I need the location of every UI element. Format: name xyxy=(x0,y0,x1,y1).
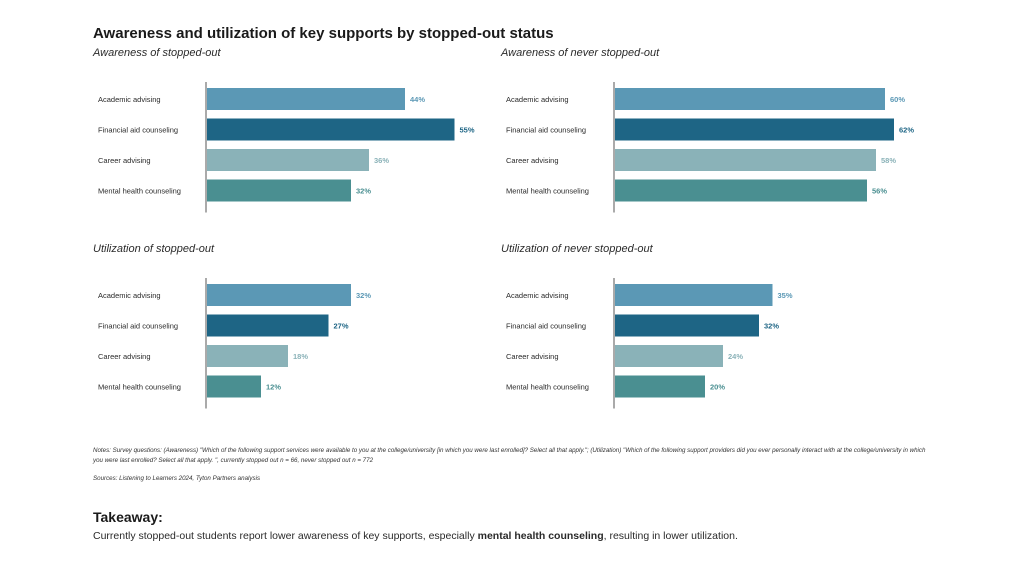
value-label: 62% xyxy=(899,126,914,135)
takeaway-text-before: Currently stopped-out students report lo… xyxy=(93,530,478,542)
category-label: Financial aid counseling xyxy=(506,322,586,331)
bar xyxy=(207,88,405,110)
bar xyxy=(207,118,455,141)
category-label: Career advising xyxy=(506,352,559,361)
value-label: 18% xyxy=(293,352,308,361)
value-label: 44% xyxy=(410,95,425,104)
chart-subtitle: Awareness of never stopped-out xyxy=(501,47,660,59)
value-label: 12% xyxy=(266,383,281,392)
category-label: Academic advising xyxy=(98,95,161,104)
bar xyxy=(615,314,759,337)
bar xyxy=(615,284,773,306)
value-label: 56% xyxy=(872,187,887,196)
page-title: Awareness and utilization of key support… xyxy=(93,25,554,42)
bar-chart-svg: Academic advising 35% Financial aid counse… xyxy=(506,278,793,409)
bar xyxy=(207,375,261,398)
survey-notes: Notes: Survey questions: (Awareness) "Wh… xyxy=(93,447,926,464)
chart-panel-utilization-stopped-out: Utilization of stopped-out Academic advi… xyxy=(93,243,513,433)
bar xyxy=(615,375,705,398)
bar xyxy=(615,179,867,202)
category-label: Career advising xyxy=(506,156,559,165)
category-label: Mental health counseling xyxy=(506,383,589,392)
value-label: 35% xyxy=(778,291,793,300)
value-label: 32% xyxy=(356,291,371,300)
category-label: Mental health counseling xyxy=(506,187,589,196)
category-label: Academic advising xyxy=(506,95,569,104)
sources-text: Sources: Listening to Learners 2024, Tyt… xyxy=(93,475,261,482)
value-label: 58% xyxy=(881,156,896,165)
bar xyxy=(207,179,351,202)
bar xyxy=(615,149,876,171)
bar xyxy=(207,284,351,306)
value-label: 36% xyxy=(374,156,389,165)
bar-chart-svg: Academic advising 44% Financial aid counse… xyxy=(98,82,475,213)
category-label: Mental health counseling xyxy=(98,187,181,196)
category-label: Financial aid counseling xyxy=(98,126,178,135)
category-label: Career advising xyxy=(98,156,151,165)
category-label: Financial aid counseling xyxy=(98,322,178,331)
bar xyxy=(615,88,885,110)
bar xyxy=(615,118,894,141)
value-label: 24% xyxy=(728,352,743,361)
value-label: 20% xyxy=(710,383,725,392)
value-label: 32% xyxy=(356,187,371,196)
value-label: 27% xyxy=(334,322,349,331)
bar-chart-svg: Academic advising 32% Financial aid counse… xyxy=(98,278,371,409)
category-label: Financial aid counseling xyxy=(506,126,586,135)
value-label: 32% xyxy=(764,322,779,331)
chart-subtitle: Utilization of never stopped-out xyxy=(501,243,653,255)
chart-panel-utilization-never-stopped-out: Utilization of never stopped-out Academi… xyxy=(501,243,921,433)
takeaway-text: Currently stopped-out students report lo… xyxy=(93,530,738,542)
category-label: Career advising xyxy=(98,352,151,361)
chart-subtitle: Utilization of stopped-out xyxy=(93,243,215,255)
bar xyxy=(615,345,723,367)
value-label: 55% xyxy=(460,126,475,135)
chart-panel-awareness-never-stopped-out: Awareness of never stopped-out Academic … xyxy=(501,47,921,237)
bar-chart-svg: Academic advising 60% Financial aid counse… xyxy=(506,82,914,213)
bar xyxy=(207,149,369,171)
category-label: Mental health counseling xyxy=(98,383,181,392)
bar xyxy=(207,314,329,337)
bar xyxy=(207,345,288,367)
category-label: Academic advising xyxy=(506,291,569,300)
chart-panel-awareness-stopped-out: Awareness of stopped-out Academic advisi… xyxy=(93,47,513,237)
takeaway-heading: Takeaway: xyxy=(93,509,163,525)
takeaway-text-bold: mental health counseling xyxy=(477,530,604,542)
chart-subtitle: Awareness of stopped-out xyxy=(93,47,221,59)
takeaway-text-after: , resulting in lower utilization. xyxy=(603,530,738,542)
value-label: 60% xyxy=(890,95,905,104)
category-label: Academic advising xyxy=(98,291,161,300)
